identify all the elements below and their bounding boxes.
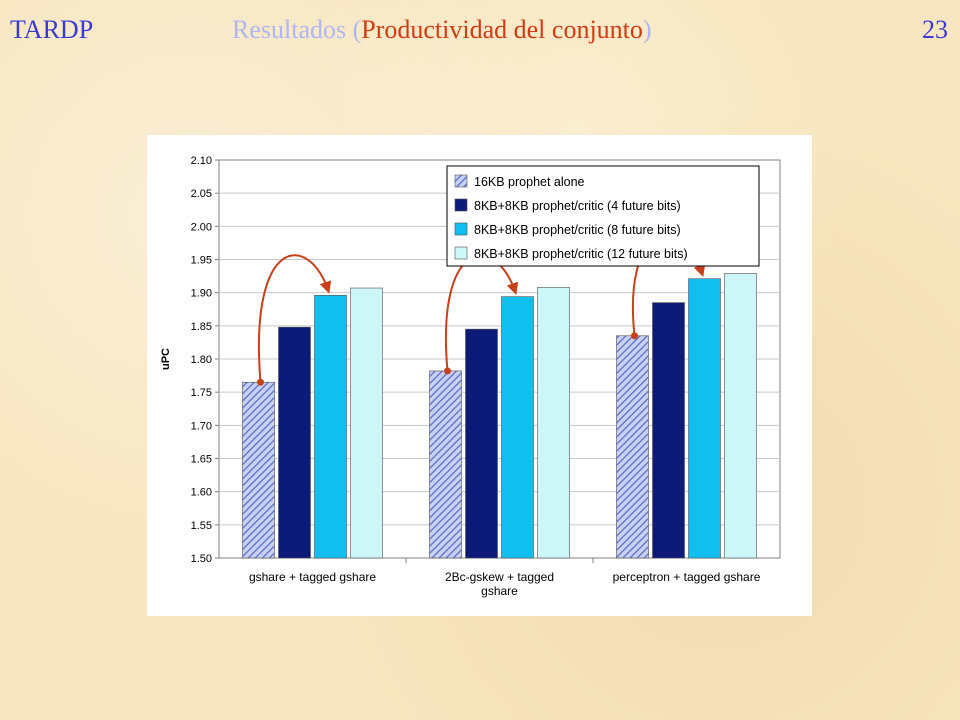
bar-chart: 1.50 1.55 1.60 1.65 1.70 1.75 1.80 1.85 1.90 1.95…: [160, 155, 781, 598]
bar: [314, 295, 347, 559]
slide-title: Resultados (Productividad del conjunto): [232, 12, 652, 48]
slide-title-highlight: Productividad del conjunto: [361, 15, 643, 44]
legend-label: 8KB+8KB prophet/critic (4 future bits): [474, 199, 681, 213]
y-tick-label: 1.65: [191, 454, 212, 466]
legend-swatch: [454, 222, 468, 236]
bar: [278, 326, 311, 559]
y-tick-label: 1.70: [191, 420, 212, 432]
arrow-start-dot: [257, 378, 264, 386]
legend-label: 8KB+8KB prophet/critic (12 future bits): [474, 247, 688, 261]
legend-label: 8KB+8KB prophet/critic (8 future bits): [474, 223, 681, 237]
slide-title-suffix: ): [642, 15, 652, 44]
chart-panel: 1.50 1.55 1.60 1.65 1.70 1.75 1.80 1.85 1.90 1.95…: [147, 135, 812, 616]
x-tick-label: perceptron + tagged gshare: [613, 570, 761, 584]
legend-swatch: [454, 174, 468, 188]
arrow-start-dot: [631, 332, 638, 340]
plot-area: 1.50 1.55 1.60 1.65 1.70 1.75 1.80 1.85 1.90 1.95…: [191, 155, 781, 598]
x-tick-label: gshare + tagged gshare: [249, 570, 376, 584]
y-tick-label: 1.80: [191, 354, 212, 366]
y-tick-label: 1.85: [191, 321, 212, 333]
bar: [242, 381, 275, 559]
bar: [429, 370, 462, 559]
y-tick-label: 1.75: [191, 387, 212, 399]
legend-swatch: [454, 246, 468, 260]
course-title: TARDP: [10, 15, 94, 44]
y-tick-label: 1.90: [191, 288, 212, 300]
bar: [724, 273, 757, 559]
bar: [465, 328, 498, 559]
y-axis-label-group: uPC: [160, 348, 172, 370]
bar: [350, 287, 383, 559]
bar: [537, 287, 570, 559]
y-tick-label: 2.10: [191, 155, 212, 167]
y-tick-label: 1.95: [191, 255, 212, 267]
x-tick-label: 2Bc-gskew + tagged: [445, 570, 554, 584]
page-number: 23: [922, 15, 948, 44]
legend: 16KB prophet alone 8KB+8KB prophet/critic…: [446, 165, 760, 267]
y-tick-label: 1.50: [191, 553, 212, 565]
improvement-arrow: [258, 254, 332, 383]
legend-label: 16KB prophet alone: [474, 175, 585, 189]
y-tick-label: 2.00: [191, 221, 212, 233]
legend-swatch: [454, 198, 468, 212]
bar: [501, 296, 534, 559]
arrow-start-dot: [444, 367, 451, 375]
slide-title-prefix: Resultados (: [232, 15, 362, 44]
legend-box: [446, 165, 760, 267]
bar: [616, 335, 649, 559]
slide-header: TARDP Resultados (Productividad del conj…: [0, 12, 960, 52]
y-axis-label: uPC: [160, 348, 172, 370]
bar: [688, 278, 721, 559]
y-tick-label: 1.55: [191, 520, 212, 532]
bar: [652, 302, 685, 559]
y-tick-label: 2.05: [191, 188, 212, 200]
x-tick-label: gshare: [481, 584, 518, 598]
y-tick-label: 1.60: [191, 487, 212, 499]
